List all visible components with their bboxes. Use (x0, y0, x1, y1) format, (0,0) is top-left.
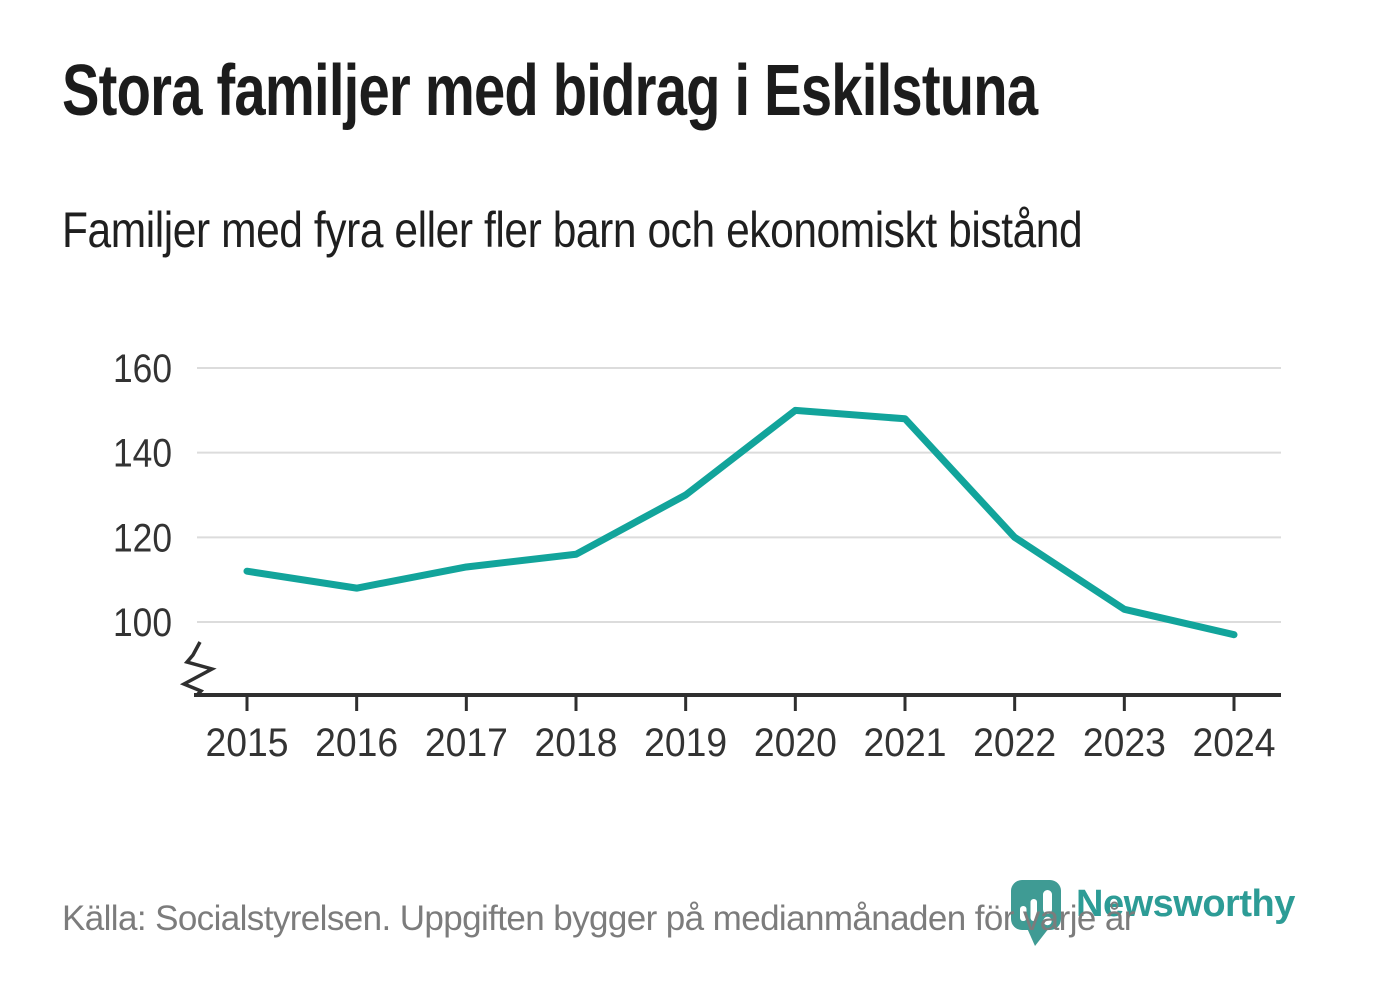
logo-bar-tall (1030, 899, 1037, 921)
y-tick-label: 160 (113, 347, 172, 391)
x-tick-label: 2022 (973, 721, 1056, 765)
newsworthy-wordmark: Newsworthy (1076, 883, 1295, 925)
x-tick-label: 2015 (206, 721, 289, 765)
y-tick-label: 140 (113, 432, 172, 476)
x-tick-label: 2018 (535, 721, 618, 765)
x-tick-label: 2019 (644, 721, 727, 765)
y-tick-label: 100 (113, 601, 172, 645)
x-tick-label: 2021 (864, 721, 947, 765)
logo-bar-short (1020, 906, 1027, 921)
x-tick-label: 2020 (754, 721, 837, 765)
y-axis-labels: 100 120 140 160 (113, 347, 172, 645)
y-axis-break-icon (179, 641, 217, 697)
logo-exclamation-dot (1043, 916, 1052, 926)
y-tick-label: 120 (113, 516, 172, 560)
y-gridlines (197, 367, 1281, 623)
chart-subtitle: Familjer med fyra eller fler barn och ek… (62, 202, 1083, 258)
x-axis-labels: 2015 2016 2017 2018 2019 2020 2021 2022 2023 2024 (206, 721, 1276, 765)
newsworthy-pin-icon (1011, 880, 1061, 946)
x-axis (179, 641, 1281, 711)
logo-bubble-tail (1027, 928, 1049, 946)
x-tick-label: 2016 (315, 721, 398, 765)
newsworthy-logo: Newsworthy (1010, 878, 1295, 950)
data-line (243, 406, 1238, 639)
x-tick-label: 2023 (1083, 721, 1166, 765)
logo-exclamation-bar (1043, 890, 1052, 914)
chart-title: Stora familjer med bidrag i Eskilstuna (62, 51, 1038, 131)
x-tick-label: 2017 (425, 721, 508, 765)
x-tick-label: 2024 (1193, 721, 1276, 765)
source-caption: Källa: Socialstyrelsen. Uppgiften bygger… (62, 899, 1135, 938)
